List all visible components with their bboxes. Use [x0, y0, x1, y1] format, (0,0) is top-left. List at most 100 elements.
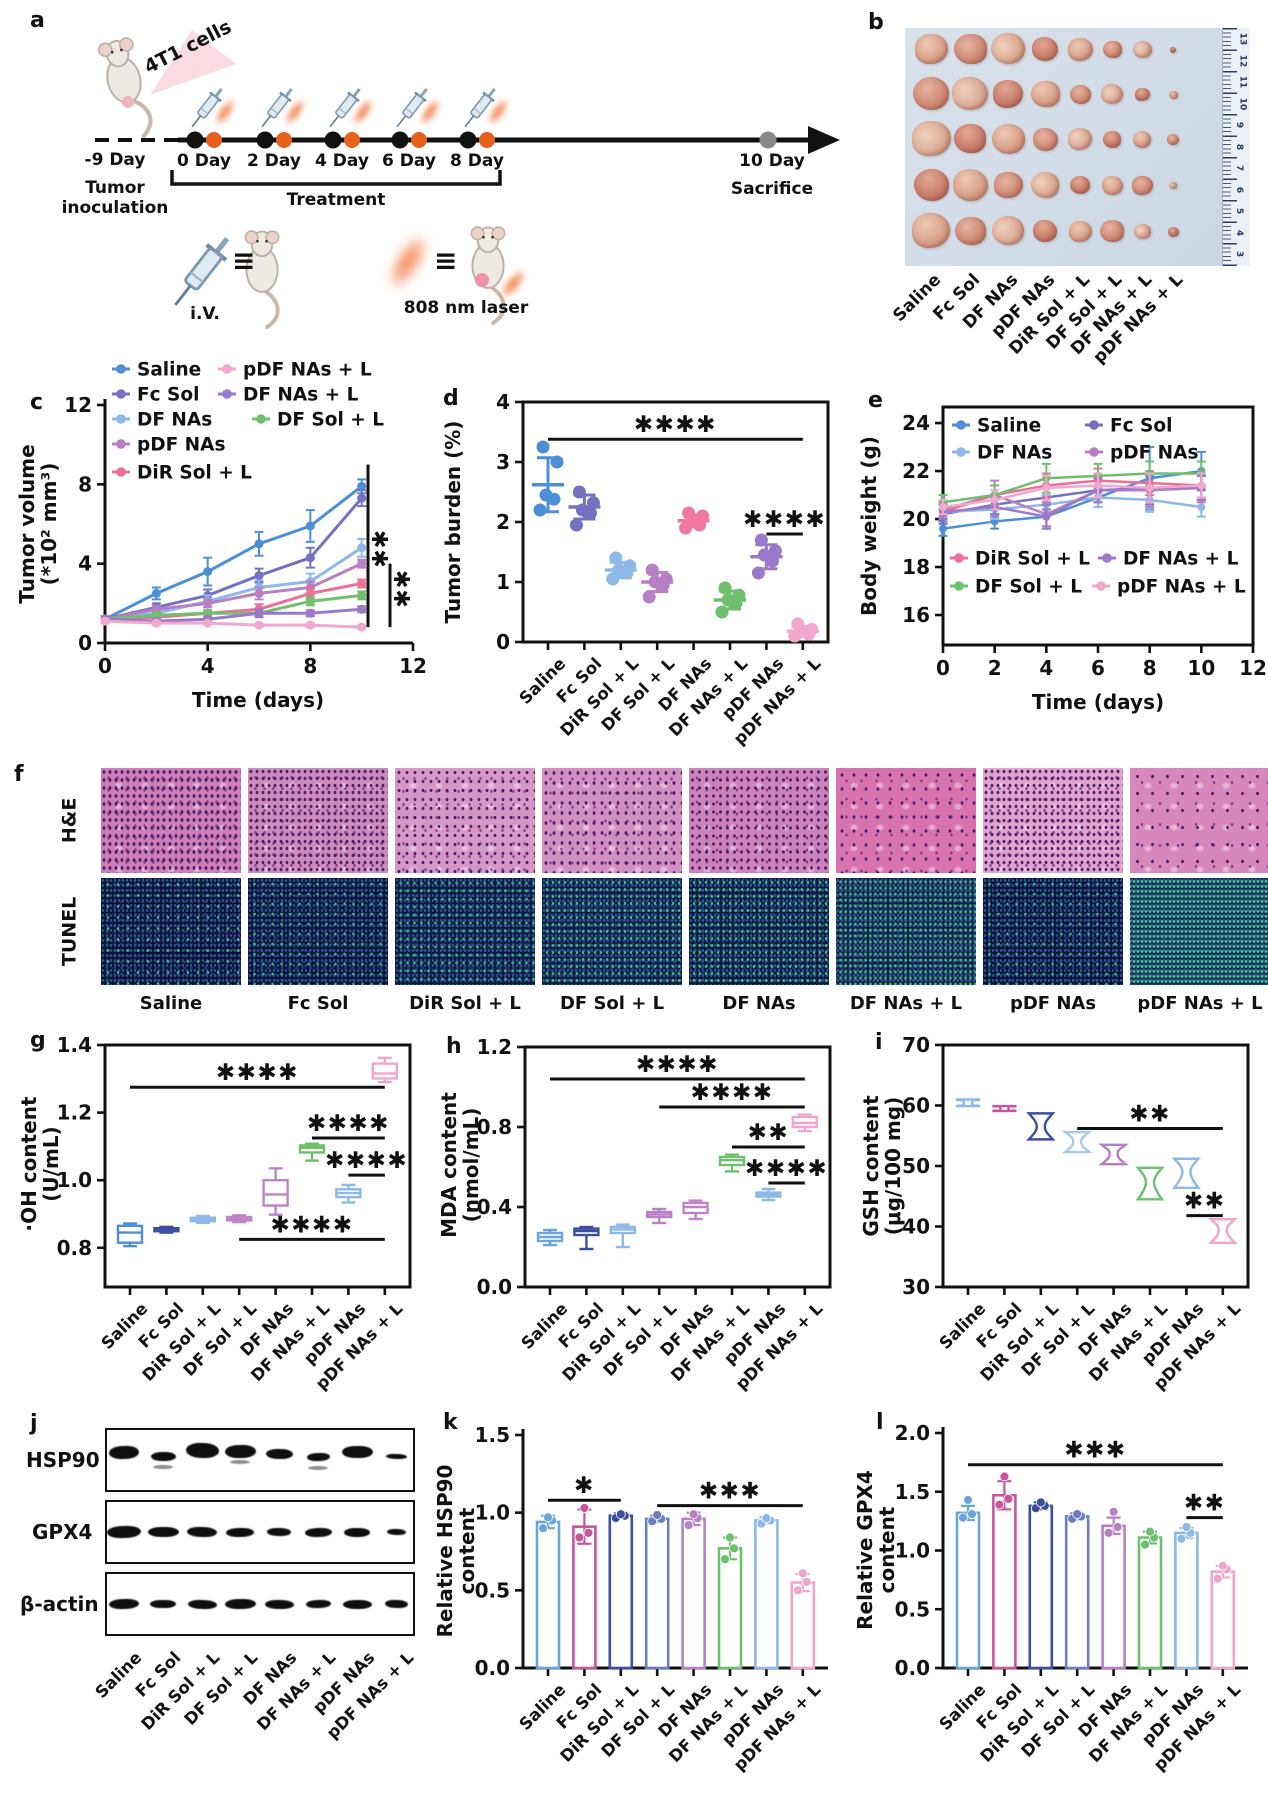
series-line	[942, 469, 1202, 530]
chart-text: 40	[902, 1215, 930, 1239]
series-line	[104, 593, 362, 621]
violin	[1026, 1112, 1056, 1141]
ruler-number: 13	[1237, 32, 1248, 46]
bar	[717, 1547, 743, 1670]
legend-marker	[116, 414, 126, 424]
chart-text: 4	[78, 552, 92, 576]
tumor-sample	[992, 216, 1024, 246]
cells-beam	[150, 30, 236, 95]
data-point	[1197, 503, 1206, 512]
data-point	[994, 1499, 1005, 1510]
legend-marker	[954, 553, 964, 563]
bar	[1174, 1531, 1199, 1670]
legend-label: DF Sol + L	[277, 410, 384, 431]
ruler-number: 10	[1237, 97, 1248, 110]
data-point	[579, 1503, 590, 1513]
data-point	[357, 481, 367, 491]
tumor-spot	[122, 96, 134, 108]
chart-text: 0.0	[895, 1656, 930, 1680]
protein-band	[304, 1527, 332, 1537]
data-point	[609, 551, 623, 565]
ruler-number: 8	[1234, 143, 1245, 150]
tumor-sample	[1131, 175, 1153, 195]
chart-text: 0.4	[477, 1195, 512, 1219]
gpx4-label: GPX4	[32, 1520, 93, 1544]
data-point	[659, 572, 673, 586]
data-point	[801, 1576, 812, 1587]
inoculation-label: Tumor inoculation	[61, 178, 169, 219]
x-axis-label-e: Time (days)	[1031, 690, 1165, 714]
chart-i: 30 40 50 60 70 ✱✱ ✱✱	[902, 1033, 1250, 1299]
chart-text: 4	[496, 390, 510, 414]
data-point	[963, 1495, 973, 1505]
he-stain-image	[983, 768, 1123, 873]
chart-text: 16	[902, 603, 930, 627]
tumor-sample	[991, 123, 1025, 154]
data-point	[761, 1513, 772, 1524]
violin	[1207, 1218, 1238, 1245]
bar	[644, 1517, 670, 1670]
series-line	[104, 607, 362, 623]
chart-text: 2.0	[895, 1421, 930, 1445]
legend-marker	[256, 414, 266, 424]
treatment-bracket	[170, 170, 502, 186]
stain-group-label: DF NAs + L	[849, 993, 963, 1014]
data-point	[792, 1585, 803, 1596]
plot-frame	[941, 1043, 1250, 1289]
data-point	[645, 563, 659, 577]
blot-hsp90	[105, 1428, 415, 1492]
day-label: 2 Day	[247, 151, 301, 171]
tumor-sample	[954, 124, 986, 154]
data-point	[1112, 1522, 1123, 1532]
panel-a-graphic	[95, 30, 840, 329]
syringe-icon	[166, 231, 237, 312]
equiv-icon: ≡	[232, 244, 256, 277]
ruler	[1222, 28, 1250, 266]
data-point	[1145, 483, 1154, 492]
day-label: 8 Day	[450, 151, 504, 171]
significance-label: ✱✱✱✱	[690, 1080, 773, 1106]
chart-g: 0.8 1.0 1.2 1.4 ✱✱✱✱ ✱✱✱✱ ✱✱✱✱ ✱✱✱✱	[57, 1033, 412, 1295]
bar	[1064, 1515, 1090, 1670]
data-point	[732, 588, 746, 602]
protein-band	[265, 1448, 293, 1460]
protein-band-faint	[230, 1460, 250, 1464]
data-point	[305, 596, 315, 606]
bar	[955, 1511, 981, 1670]
tumor-sample	[1070, 176, 1090, 195]
panel-letter-b: b	[868, 10, 884, 35]
data-point	[757, 548, 771, 562]
protein-band	[185, 1441, 219, 1459]
stain-group-label: Saline	[139, 993, 203, 1014]
data-point	[939, 503, 947, 512]
tunel-stain-image	[983, 878, 1123, 985]
panel-letter-c: c	[30, 390, 44, 415]
data-point	[797, 1568, 808, 1579]
chart-text: 2	[496, 510, 510, 534]
bar	[992, 1493, 1017, 1670]
significance-label: ✱✱✱	[1064, 1438, 1126, 1464]
significance-label: ✱✱	[1184, 1189, 1226, 1215]
bar	[754, 1519, 779, 1670]
data-point	[1140, 1539, 1150, 1550]
chart-text: 70	[902, 1033, 930, 1057]
data-point	[615, 1509, 626, 1520]
chart-k: 0.00.51.01.5✱ ✱✱✱	[475, 1423, 828, 1680]
equiv-icon: ≡	[434, 244, 458, 277]
ruler-number: 11	[1237, 75, 1248, 89]
data-point	[357, 493, 367, 503]
significance-label: ✱✱✱✱	[636, 1052, 719, 1078]
data-point	[254, 608, 264, 618]
data-point	[586, 496, 600, 510]
data-point	[682, 506, 696, 520]
data-point	[254, 571, 264, 581]
legend-label: DF NAs	[977, 443, 1052, 464]
legend-label: Fc Sol	[137, 385, 199, 406]
data-point	[1103, 1527, 1114, 1538]
chart-text: 1.4	[57, 1033, 92, 1057]
tumor-sample	[1032, 127, 1058, 151]
he-stain-image	[836, 768, 976, 873]
